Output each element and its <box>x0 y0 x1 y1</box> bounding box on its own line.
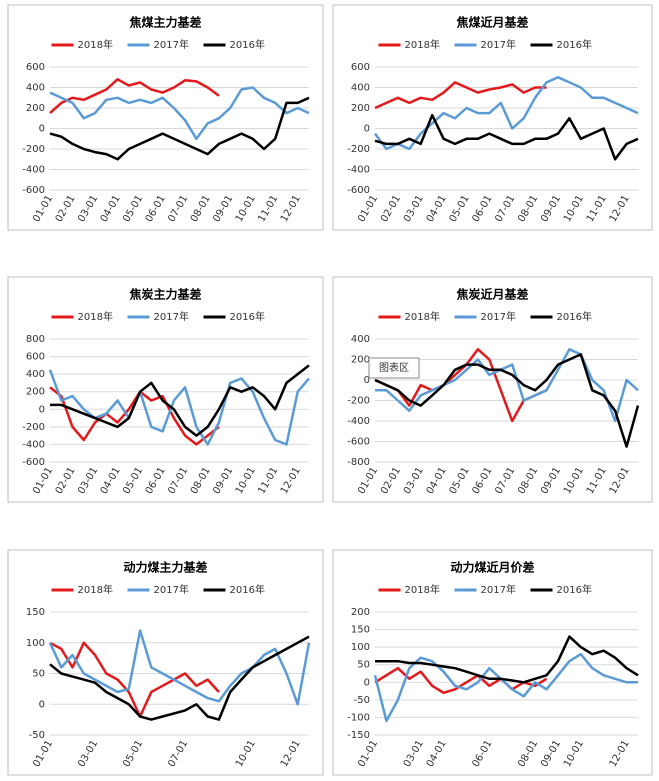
y-tick-label: -600 <box>347 185 370 196</box>
legend-label: 2016年 <box>557 583 592 596</box>
chart-title: 焦炭主力基差 <box>128 287 201 302</box>
y-tick-label: 0 <box>39 404 45 415</box>
chart-panel: 焦炭主力基差 2018年 2017年 2016年 -600 -400 -200 0 200 400… <box>7 276 324 503</box>
series-line <box>373 76 639 151</box>
series-line <box>49 86 310 141</box>
legend-label: 2018年 <box>405 310 440 323</box>
panel-border <box>332 549 653 776</box>
y-tick-label: 0 <box>39 699 45 710</box>
y-tick-label: 400 <box>26 369 45 380</box>
y-tick-label: 600 <box>26 352 45 363</box>
y-tick-label: 200 <box>26 387 45 398</box>
series-line <box>373 652 638 723</box>
legend-label: 2016年 <box>230 583 265 596</box>
y-tick-label: -150 <box>347 730 370 741</box>
legend-label: 2017年 <box>154 38 189 51</box>
chart-title: 焦煤近月基差 <box>455 15 528 30</box>
y-tick-label: 600 <box>351 62 370 73</box>
legend-label: 2016年 <box>557 38 592 51</box>
series-line <box>374 353 640 448</box>
y-tick-label: 50 <box>357 660 370 671</box>
chart-title: 焦炭近月基差 <box>455 287 528 302</box>
y-tick-label: 800 <box>26 334 45 345</box>
series-line <box>374 81 547 110</box>
panel-border <box>7 276 324 503</box>
y-tick-label: -600 <box>22 457 45 468</box>
series-line <box>49 641 220 718</box>
legend-label: 2017年 <box>154 583 189 596</box>
y-tick-label: 400 <box>351 334 370 345</box>
y-tick-label: -50 <box>354 695 370 706</box>
y-tick-label: 400 <box>351 83 370 94</box>
y-tick-label: 200 <box>351 607 370 618</box>
panel-border <box>332 4 653 231</box>
y-tick-label: 150 <box>351 625 370 636</box>
y-tick-label: -600 <box>347 437 370 448</box>
series-line <box>50 364 310 437</box>
legend-label: 2018年 <box>405 38 440 51</box>
legend-label: 2018年 <box>78 38 113 51</box>
series-line <box>49 635 310 721</box>
y-tick-label: -400 <box>22 439 45 450</box>
legend-label: 2017年 <box>481 310 516 323</box>
legend-label: 2016年 <box>230 38 265 51</box>
y-tick-label: 600 <box>26 62 45 73</box>
legend-label: 2016年 <box>557 310 592 323</box>
y-tick-label: -100 <box>347 712 370 723</box>
y-tick-label: 0 <box>364 375 370 386</box>
chart-panel: 焦炭近月基差 2018年 2017年 2016年 -800 -600 -400 -200 0 20… <box>332 276 653 503</box>
chart-title: 动力煤近月价差 <box>450 560 534 575</box>
y-tick-label: -400 <box>22 165 45 176</box>
legend-label: 2017年 <box>154 310 189 323</box>
series-line <box>374 348 548 423</box>
series-line <box>49 386 220 446</box>
y-tick-label: 0 <box>364 677 370 688</box>
y-tick-label: -200 <box>22 144 45 155</box>
y-tick-label: 150 <box>26 607 45 618</box>
y-tick-label: -400 <box>347 165 370 176</box>
series-line <box>375 635 639 684</box>
y-tick-label: 200 <box>351 103 370 114</box>
annotation: 图表区 <box>379 361 409 374</box>
series-line <box>49 78 220 115</box>
panel-border <box>7 4 324 231</box>
y-tick-label: 400 <box>26 83 45 94</box>
y-tick-label: 200 <box>351 355 370 366</box>
y-tick-label: 200 <box>26 103 45 114</box>
series-line <box>48 629 311 706</box>
chart-panel: 动力煤近月价差 2018年 2017年 2016年 -150 -100 -50 0 50 100 1… <box>332 549 653 776</box>
y-tick-label: -200 <box>22 422 45 433</box>
y-tick-label: 100 <box>351 642 370 653</box>
series-line <box>374 113 639 161</box>
y-tick-label: -200 <box>347 144 370 155</box>
legend-label: 2018年 <box>78 310 113 323</box>
legend-label: 2018年 <box>405 583 440 596</box>
chart-panel: 焦煤主力基差 2018年 2017年 2016年 -600 -400 -200 0 200 400… <box>7 4 324 231</box>
series-line <box>49 96 310 161</box>
legend-label: 2016年 <box>230 310 265 323</box>
chart-title: 焦煤主力基差 <box>128 15 201 30</box>
y-tick-label: 100 <box>26 638 45 649</box>
legend-label: 2018年 <box>78 583 113 596</box>
y-tick-label: -50 <box>29 730 45 741</box>
y-tick-label: 0 <box>39 124 45 135</box>
chart-title: 动力煤主力基差 <box>123 560 207 575</box>
legend-label: 2017年 <box>481 38 516 51</box>
legend-label: 2017年 <box>481 583 516 596</box>
y-tick-label: -400 <box>347 416 370 427</box>
y-tick-label: -800 <box>347 457 370 468</box>
y-tick-label: 0 <box>364 124 370 135</box>
annotation-box <box>368 357 420 379</box>
panel-border <box>7 549 324 776</box>
series-line <box>375 348 639 423</box>
y-tick-label: -200 <box>347 396 370 407</box>
y-tick-label: 50 <box>32 669 45 680</box>
y-tick-label: -600 <box>22 185 45 196</box>
series-line <box>374 666 548 695</box>
chart-panel: 焦煤近月基差 2018年 2017年 2016年 -600 -400 -200 0 200 400… <box>332 4 653 231</box>
